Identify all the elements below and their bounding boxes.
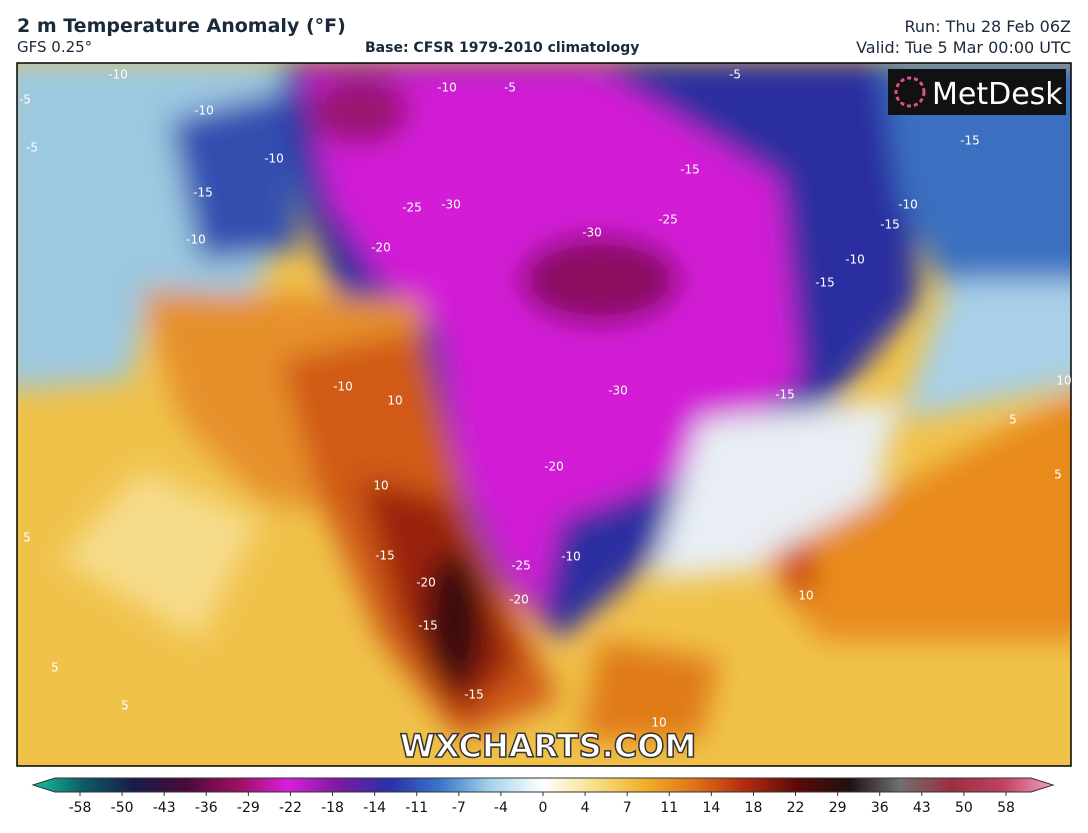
contour-label: -30 (441, 198, 461, 212)
colorbar-tick-label: -4 (494, 800, 508, 816)
watermark: WXCHARTS.COM (400, 727, 697, 765)
colorbar-tick-label: -18 (321, 800, 344, 816)
contour-label: -15 (464, 688, 484, 702)
contour-label: -10 (561, 550, 581, 564)
colorbar-tick-label: -36 (195, 800, 218, 816)
contour-label: -10 (898, 198, 918, 212)
colorbar: -58 -50 -43 -36 -29 -22 -18 -14 -11 -7 -4 0 4 7 11 14 18… (31, 777, 1055, 816)
model: GFS 0.25° (17, 38, 92, 56)
colorbar-tick-label: 7 (623, 800, 632, 816)
contour-labels: -10 -5 -5 -10 -15 -10 -10 -10 -5 -5 -15 -25 -30 -20 -3… (19, 68, 1072, 730)
colorbar-tick-label: 4 (581, 800, 590, 816)
run: Run: Thu 28 Feb 06Z (905, 17, 1072, 36)
title: 2 m Temperature Anomaly (°F) (17, 15, 346, 37)
contour-label: -25 (402, 201, 422, 215)
valid: Valid: Tue 5 Mar 00:00 UTC (856, 38, 1071, 57)
colorbar-tick-label: 22 (787, 800, 805, 816)
contour-label: -5 (26, 141, 38, 155)
contour-label: -10 (437, 81, 457, 95)
colorbar-tick-label: -50 (111, 800, 134, 816)
contour-label: 5 (121, 699, 129, 713)
map (17, 63, 1071, 766)
colorbar-tick-label: 50 (955, 800, 973, 816)
contour-label: -30 (582, 226, 602, 240)
logo-icon (894, 76, 926, 108)
contour-label: -5 (19, 93, 31, 107)
colorbar-tick-label: 43 (913, 800, 931, 816)
contour-label: -30 (608, 384, 628, 398)
colorbar-tick-label: 0 (539, 800, 548, 816)
colorbar-tick-label: 36 (871, 800, 889, 816)
colorbar-tick-label: 58 (997, 800, 1015, 816)
contour-label: -15 (815, 276, 835, 290)
colorbar-tick-label: 18 (745, 800, 763, 816)
colorbar-tick-label: -58 (69, 800, 92, 816)
contour-label: -15 (880, 218, 900, 232)
contour-label: 10 (1056, 374, 1071, 388)
contour-label: -10 (186, 233, 206, 247)
contour-label: -15 (680, 163, 700, 177)
contour-label: -15 (418, 619, 438, 633)
colorbar-tick-label: -22 (279, 800, 302, 816)
colorbar-tick-label: -14 (363, 800, 386, 816)
contour-label: -20 (371, 241, 391, 255)
colorbar-tick-label: -7 (452, 800, 466, 816)
contour-label: 10 (651, 716, 666, 730)
contour-label: -25 (511, 559, 531, 573)
colorbar-tick-label: 14 (702, 800, 720, 816)
map-frame (16, 62, 1072, 767)
contour-label: -10 (108, 68, 128, 82)
contour-label: -5 (504, 81, 516, 95)
contour-label: -10 (845, 253, 865, 267)
base: Base: CFSR 1979-2010 climatology (365, 40, 639, 56)
contour-label: -25 (658, 213, 678, 227)
contour-label: 5 (1054, 468, 1062, 482)
colorbar-bar (31, 777, 1055, 793)
contour-label: -20 (416, 576, 436, 590)
contour-label: -20 (509, 593, 529, 607)
colorbar-tick-label: -29 (237, 800, 260, 816)
colorbar-tick-label: -43 (153, 800, 176, 816)
contour-label: -10 (264, 152, 284, 166)
contour-label: 10 (373, 479, 388, 493)
colorbar-tick-label: -11 (405, 800, 428, 816)
contour-label: 5 (51, 661, 59, 675)
contour-label: -15 (375, 549, 395, 563)
contour-label: 5 (1009, 413, 1017, 427)
contour-label: 10 (387, 394, 402, 408)
contour-label: -15 (960, 134, 980, 148)
contour-label: -15 (193, 186, 213, 200)
contour-label: -15 (775, 388, 795, 402)
contour-label: 5 (23, 531, 31, 545)
contour-label: -10 (333, 380, 353, 394)
colorbar-tick-label: 29 (829, 800, 847, 816)
contour-label: 10 (798, 589, 813, 603)
colorbar-tick-label: 11 (660, 800, 678, 816)
contour-label: -10 (194, 104, 214, 118)
contour-label: -5 (729, 68, 741, 82)
logo-box (888, 69, 1066, 115)
logo: MetDesk (932, 77, 1063, 112)
contour-label: -20 (544, 460, 564, 474)
